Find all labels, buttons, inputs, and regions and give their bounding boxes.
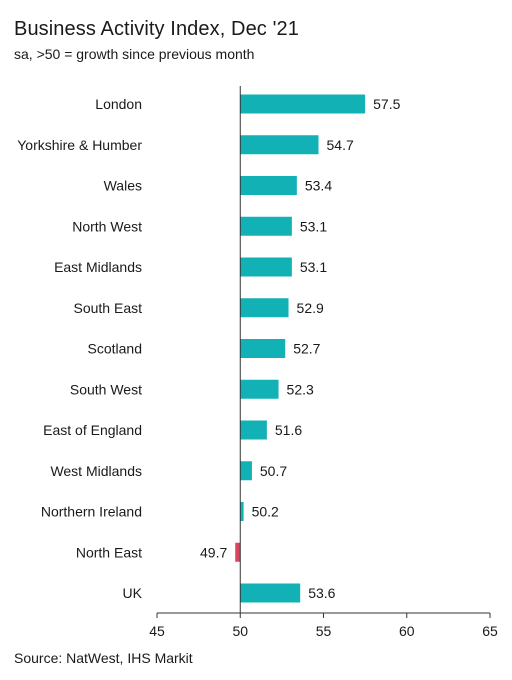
category-label: South East: [74, 300, 143, 316]
category-label: North East: [76, 544, 142, 560]
value-label: 53.1: [300, 259, 327, 275]
value-label: 57.5: [373, 96, 400, 112]
value-label: 49.7: [200, 544, 227, 560]
source-note: Source: NatWest, IHS Markit: [14, 650, 193, 666]
category-label: Wales: [104, 178, 142, 194]
category-label: North West: [72, 218, 142, 234]
x-tick-label: 60: [399, 623, 415, 639]
category-label: East of England: [43, 422, 142, 438]
category-label: East Midlands: [54, 259, 142, 275]
value-label: 53.1: [300, 218, 327, 234]
category-label: South West: [70, 381, 142, 397]
chart-title: Business Activity Index, Dec '21: [14, 18, 299, 40]
category-label: Northern Ireland: [41, 504, 142, 520]
value-label: 50.7: [260, 463, 287, 479]
value-label: 51.6: [275, 422, 302, 438]
bar: [240, 502, 244, 521]
value-label: 52.3: [287, 381, 314, 397]
x-tick-label: 65: [482, 623, 498, 639]
category-label: West Midlands: [50, 463, 142, 479]
value-label: 52.9: [297, 300, 324, 316]
bar: [240, 257, 292, 277]
value-label: 53.4: [305, 178, 332, 194]
value-label: 52.7: [293, 341, 320, 357]
value-label: 50.2: [252, 504, 279, 520]
bar: [240, 176, 297, 195]
category-label: Yorkshire & Humber: [17, 137, 142, 153]
category-label: London: [95, 96, 142, 112]
bar: [240, 216, 292, 236]
bar: [240, 583, 301, 603]
bar: [235, 542, 241, 562]
chart-subtitle: sa, >50 = growth since previous month: [14, 46, 255, 62]
bar: [240, 461, 252, 481]
bar: [240, 420, 267, 440]
bar: [240, 135, 319, 155]
value-label: 54.7: [327, 137, 354, 153]
category-label: Scotland: [88, 341, 142, 357]
bar: [240, 94, 366, 114]
bar: [240, 298, 289, 318]
x-tick-label: 45: [149, 623, 165, 639]
bar: [240, 379, 279, 399]
x-tick-label: 50: [232, 623, 248, 639]
value-label: 53.6: [308, 585, 335, 601]
category-label: UK: [123, 585, 143, 601]
bar: [240, 339, 286, 358]
x-tick-label: 55: [316, 623, 332, 639]
